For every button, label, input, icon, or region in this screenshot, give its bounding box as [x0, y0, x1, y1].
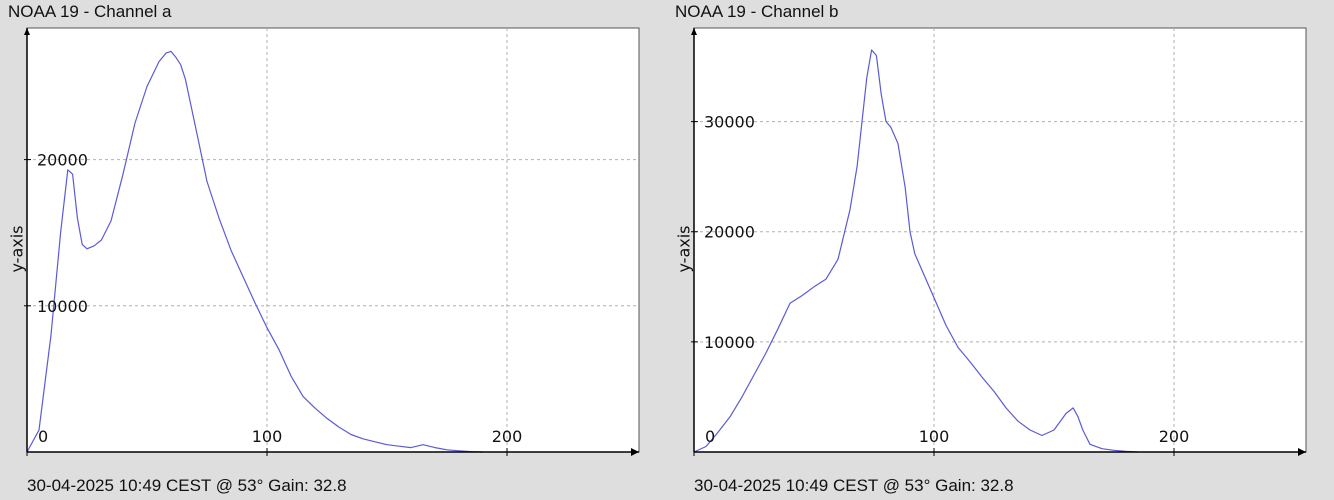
x-tick-label: 100 — [919, 427, 950, 446]
x-tick-label: 100 — [252, 427, 283, 446]
x-tick-label: 200 — [492, 427, 523, 446]
x-axis-arrow — [631, 448, 639, 456]
y-axis-arrow — [24, 28, 30, 35]
series-line-0 — [26, 50, 484, 453]
y-axis-arrow — [691, 28, 697, 35]
chart-panel-a: NOAA 19 - Channel a y-axis 0 100 200 10000 2… — [8, 2, 640, 495]
x-tick-label: 200 — [1159, 427, 1190, 446]
plot-svg: 0 100 200 10000 20000 30000 — [691, 27, 1307, 456]
y-tick-label: 10000 — [37, 297, 88, 316]
x-tick-label: 0 — [38, 427, 48, 446]
x-axis-arrow — [1298, 448, 1306, 456]
plot-area — [26, 27, 640, 453]
x-tick-label: 0 — [705, 427, 715, 446]
chart-title: NOAA 19 - Channel b — [675, 2, 839, 21]
chart-footer: 30-04-2025 10:49 CEST @ 53° Gain: 32.8 — [694, 476, 1014, 495]
chart-panel-b: NOAA 19 - Channel b y-axis 0 100 200 10000 2… — [667, 0, 1334, 500]
y-tick-label: 10000 — [704, 333, 755, 352]
series-line-0 — [693, 49, 1139, 453]
chart-title: NOAA 19 - Channel a — [8, 2, 172, 21]
y-tick-label: 20000 — [704, 223, 755, 242]
y-tick-label: 20000 — [37, 151, 88, 170]
plot-area — [693, 27, 1307, 453]
plot-svg: 0 100 200 10000 20000 — [24, 27, 640, 456]
y-tick-label: 30000 — [704, 113, 755, 132]
chart-footer: 30-04-2025 10:49 CEST @ 53° Gain: 32.8 — [27, 476, 347, 495]
